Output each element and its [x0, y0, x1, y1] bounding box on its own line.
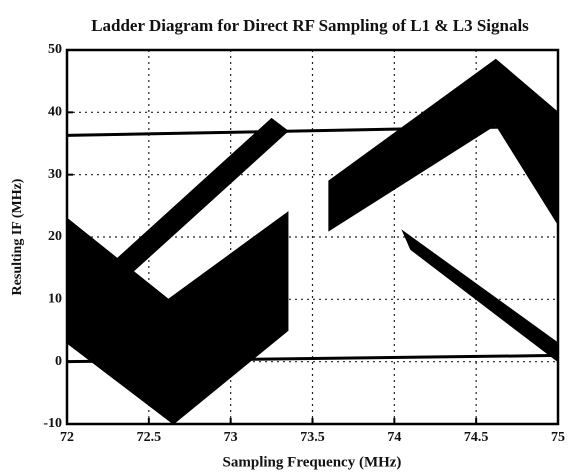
y-tick-label: 0 [55, 354, 62, 369]
ladder-band [328, 58, 559, 232]
y-tick-label: 30 [48, 167, 62, 182]
plot-frame [65, 48, 560, 426]
ladder-band [66, 211, 289, 425]
x-tick-label: 74.5 [464, 430, 489, 445]
y-axis-label: Resulting IF (MHz) [10, 178, 25, 295]
x-tick-label: 72.5 [137, 430, 162, 445]
x-tick-label: 74 [387, 430, 401, 445]
x-tick-label: 72 [60, 430, 74, 445]
y-tick-label: 50 [48, 42, 62, 57]
ladder-line [66, 353, 559, 364]
x-tick-label: 73 [224, 430, 238, 445]
y-tick-label: -10 [43, 416, 62, 431]
x-tick-label: 75 [551, 430, 565, 445]
y-tick-label: 20 [48, 229, 62, 244]
y-tick-label: 40 [48, 105, 62, 120]
ladder-band [401, 229, 559, 363]
x-tick-label: 73.5 [300, 430, 325, 445]
x-axis-label: Sampling Frequency (MHz) [223, 454, 402, 470]
ladder-line [66, 124, 559, 137]
chart-title: Ladder Diagram for Direct RF Sampling of… [91, 16, 529, 35]
y-tick-label: 10 [48, 292, 62, 307]
